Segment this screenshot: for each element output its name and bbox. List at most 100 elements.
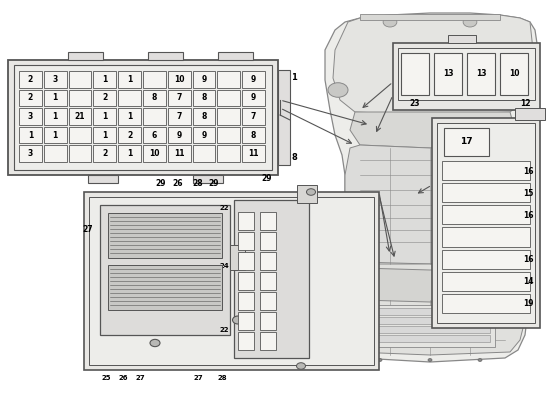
Bar	[44, 108, 67, 125]
Bar	[168, 146, 191, 162]
Bar	[242, 127, 265, 144]
Text: 1: 1	[53, 94, 58, 102]
Bar	[398, 48, 535, 100]
Bar	[260, 332, 276, 350]
Text: 13: 13	[443, 70, 453, 78]
Bar	[148, 52, 183, 60]
Bar	[118, 108, 141, 125]
Bar	[500, 53, 528, 95]
Bar	[442, 183, 530, 202]
Bar	[192, 127, 216, 144]
Circle shape	[328, 83, 348, 97]
Circle shape	[428, 358, 432, 362]
Bar	[44, 146, 67, 162]
Bar	[297, 185, 317, 203]
Text: 6: 6	[152, 130, 157, 140]
Bar	[234, 200, 309, 358]
Bar	[192, 108, 216, 125]
Circle shape	[517, 83, 537, 97]
Bar	[375, 317, 490, 324]
Circle shape	[463, 17, 477, 27]
Bar	[444, 128, 489, 156]
Bar	[375, 326, 490, 333]
Bar	[168, 127, 191, 144]
Text: 22: 22	[219, 205, 229, 211]
Bar	[143, 127, 166, 144]
Text: 16: 16	[522, 166, 534, 176]
Text: 28: 28	[217, 375, 227, 381]
Circle shape	[378, 358, 382, 362]
Text: 20: 20	[241, 258, 251, 264]
Text: 1: 1	[102, 75, 107, 84]
Text: 2: 2	[127, 130, 132, 140]
Bar	[88, 175, 118, 183]
Bar	[238, 272, 254, 290]
Circle shape	[328, 298, 348, 312]
Bar	[238, 292, 254, 310]
Bar	[238, 252, 254, 270]
Bar	[242, 146, 265, 162]
Bar	[100, 205, 230, 335]
Bar	[192, 146, 216, 162]
Circle shape	[150, 339, 160, 347]
Text: 8: 8	[201, 112, 207, 121]
Bar	[19, 127, 42, 144]
Text: 4: 4	[244, 298, 249, 304]
Text: 21: 21	[75, 112, 85, 121]
Text: 10: 10	[149, 149, 160, 158]
Text: 13: 13	[476, 70, 486, 78]
Bar	[44, 127, 67, 144]
Bar	[238, 212, 254, 230]
Bar	[238, 312, 254, 330]
Bar	[193, 175, 223, 183]
Text: 9: 9	[201, 130, 207, 140]
Text: 17: 17	[460, 138, 472, 146]
Text: 9: 9	[177, 130, 182, 140]
Text: 29: 29	[209, 180, 219, 188]
Text: 11: 11	[249, 149, 259, 158]
Polygon shape	[355, 268, 510, 302]
Text: 5: 5	[244, 218, 249, 224]
Text: 11: 11	[174, 149, 184, 158]
Text: 1: 1	[28, 130, 33, 140]
Circle shape	[517, 298, 537, 312]
Text: 27: 27	[82, 226, 94, 234]
Text: 28: 28	[192, 180, 204, 188]
Bar	[143, 108, 166, 125]
Text: 23: 23	[410, 100, 420, 108]
Circle shape	[441, 84, 459, 96]
Text: 1: 1	[127, 112, 132, 121]
Bar	[44, 90, 67, 106]
Polygon shape	[340, 264, 525, 355]
Text: 19: 19	[522, 300, 534, 308]
Text: 26: 26	[173, 180, 183, 188]
Bar	[442, 205, 530, 224]
Bar	[68, 52, 103, 60]
Bar	[375, 335, 490, 342]
Text: 7: 7	[251, 112, 256, 121]
Text: 2: 2	[102, 149, 107, 158]
Bar	[69, 127, 91, 144]
Bar	[442, 228, 530, 246]
Circle shape	[401, 84, 419, 96]
Text: 9: 9	[201, 75, 207, 84]
Bar	[260, 312, 276, 330]
Text: 24: 24	[219, 263, 229, 269]
Bar	[94, 127, 116, 144]
Bar	[168, 108, 191, 125]
Bar	[238, 232, 254, 250]
Text: 8: 8	[201, 94, 207, 102]
Bar	[401, 53, 429, 95]
Text: 3: 3	[28, 149, 33, 158]
Bar	[442, 161, 530, 180]
Bar	[238, 332, 254, 350]
Bar	[143, 71, 166, 88]
Bar	[242, 108, 265, 125]
Text: 8: 8	[152, 94, 157, 102]
Bar	[69, 90, 91, 106]
Bar	[192, 71, 216, 88]
Text: 15: 15	[523, 189, 533, 198]
Bar	[260, 252, 276, 270]
Bar	[260, 292, 276, 310]
Text: 25: 25	[101, 375, 111, 381]
